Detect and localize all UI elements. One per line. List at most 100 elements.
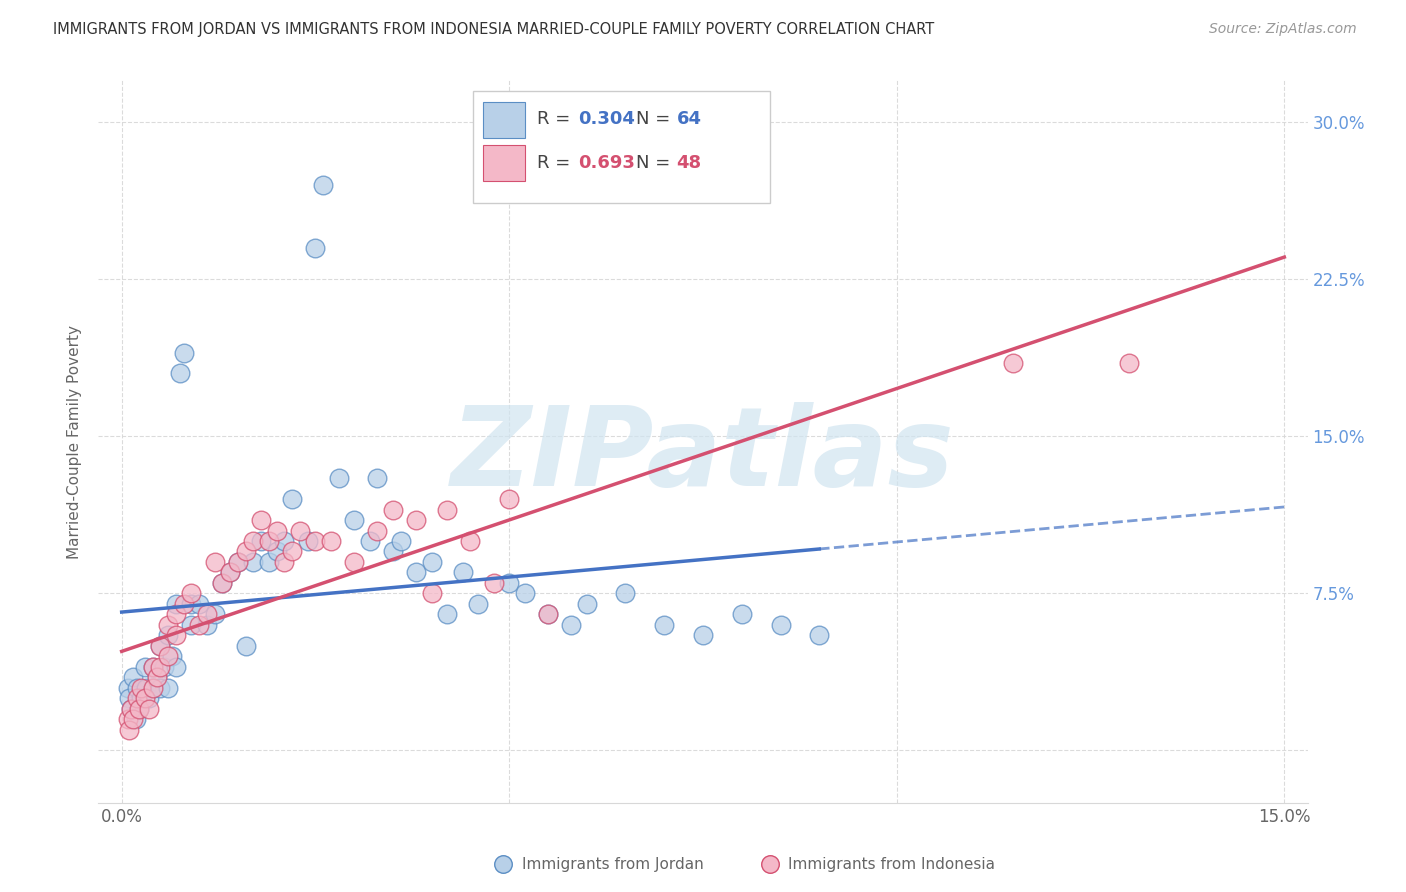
Point — [173, 345, 195, 359]
Text: ZIPatlas: ZIPatlas — [451, 402, 955, 509]
Point — [482, 575, 505, 590]
Point — [467, 597, 489, 611]
Point — [614, 586, 637, 600]
Point — [169, 367, 191, 381]
Text: N =: N = — [637, 154, 676, 172]
Point — [366, 524, 388, 538]
Point — [135, 681, 157, 695]
Point — [769, 617, 792, 632]
Point — [157, 649, 180, 664]
Point — [128, 701, 150, 715]
Point — [134, 659, 156, 673]
Point — [157, 617, 180, 632]
Point — [149, 639, 172, 653]
Point — [273, 555, 295, 569]
Point — [195, 617, 218, 632]
Point — [165, 628, 187, 642]
Point — [389, 534, 412, 549]
Point — [281, 544, 304, 558]
Point — [266, 544, 288, 558]
Point — [145, 670, 167, 684]
Point — [128, 701, 150, 715]
Point — [281, 492, 304, 507]
Point — [436, 502, 458, 516]
Point — [157, 628, 180, 642]
Point — [142, 659, 165, 673]
Point — [149, 659, 172, 673]
Text: Source: ZipAtlas.com: Source: ZipAtlas.com — [1209, 22, 1357, 37]
Point — [297, 534, 319, 549]
Point — [211, 575, 233, 590]
Y-axis label: Married-Couple Family Poverty: Married-Couple Family Poverty — [67, 325, 83, 558]
Point — [266, 524, 288, 538]
Text: 64: 64 — [676, 110, 702, 128]
Point — [180, 586, 202, 600]
Point — [165, 597, 187, 611]
Point — [304, 534, 326, 549]
Point — [226, 555, 249, 569]
Text: Immigrants from Jordan: Immigrants from Jordan — [522, 856, 703, 871]
Point — [157, 681, 180, 695]
Point — [537, 607, 560, 622]
Point — [328, 471, 350, 485]
Point — [117, 712, 139, 726]
Point — [242, 534, 264, 549]
Point — [145, 670, 167, 684]
Point — [343, 555, 366, 569]
Point — [142, 681, 165, 695]
Point — [235, 639, 257, 653]
Point — [173, 597, 195, 611]
Point — [127, 681, 149, 695]
Point — [366, 471, 388, 485]
Point — [242, 555, 264, 569]
Point — [257, 534, 280, 549]
Point — [1002, 356, 1025, 370]
Point — [451, 566, 474, 580]
Point — [250, 534, 273, 549]
Point — [204, 555, 226, 569]
Text: R =: R = — [537, 154, 576, 172]
Point — [652, 617, 675, 632]
Point — [498, 492, 520, 507]
Text: 48: 48 — [676, 154, 702, 172]
Point — [122, 670, 145, 684]
Text: N =: N = — [637, 110, 676, 128]
FancyBboxPatch shape — [482, 102, 526, 138]
Point — [513, 586, 536, 600]
Point — [142, 659, 165, 673]
Point — [120, 701, 142, 715]
Point — [226, 555, 249, 569]
Point — [537, 607, 560, 622]
Point — [381, 502, 404, 516]
Point — [420, 586, 443, 600]
Text: R =: R = — [537, 110, 576, 128]
Point — [808, 628, 831, 642]
Point — [204, 607, 226, 622]
Point — [498, 575, 520, 590]
Point — [118, 723, 141, 737]
Point — [288, 524, 311, 538]
Point — [235, 544, 257, 558]
Point — [142, 681, 165, 695]
Point — [319, 534, 342, 549]
Point — [165, 659, 187, 673]
Point — [420, 555, 443, 569]
Point — [188, 597, 211, 611]
Point — [304, 241, 326, 255]
Point — [405, 566, 427, 580]
Point — [219, 566, 242, 580]
Point — [129, 681, 152, 695]
Point — [211, 575, 233, 590]
Point — [160, 649, 183, 664]
Point — [273, 534, 295, 549]
Point — [219, 566, 242, 580]
Point — [343, 513, 366, 527]
Point — [165, 607, 187, 622]
Text: 0.693: 0.693 — [578, 154, 636, 172]
Point — [149, 639, 172, 653]
Point — [138, 701, 160, 715]
Point — [124, 712, 146, 726]
Point — [312, 178, 335, 192]
Point — [575, 597, 598, 611]
Point — [117, 681, 139, 695]
